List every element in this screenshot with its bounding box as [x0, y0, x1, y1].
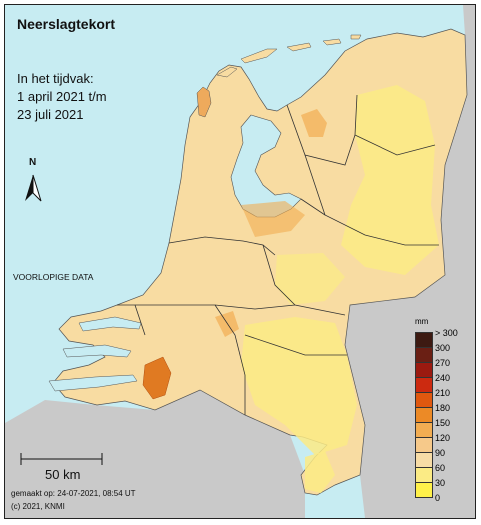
period-end: 23 juli 2021: [17, 107, 84, 122]
scale-bar: [20, 453, 103, 465]
legend-tick-label: 0: [435, 493, 441, 503]
belgium-land: [5, 390, 305, 518]
preliminary-note: VOORLOPIGE DATA: [13, 272, 94, 282]
deficit-zone-gelderland: [241, 201, 305, 237]
legend-swatch: [415, 347, 433, 363]
deficit-hotspot-west-brabant: [142, 356, 172, 400]
schiermonnikoog: [322, 38, 342, 46]
map-frame: Neerslagtekort In het tijdvak: 1 april 2…: [4, 4, 476, 519]
legend-swatch: [415, 422, 433, 438]
legend: > 300 300 270 240 210 180 150 120 90 60 30 0: [411, 328, 473, 514]
westerschelde: [48, 374, 138, 392]
north-arrow-icon: [25, 174, 42, 202]
legend-swatch: [415, 467, 433, 483]
legend-tick-label: 210: [435, 388, 451, 398]
netherlands-map: [5, 5, 475, 518]
deficit-zone-friesland: [301, 109, 327, 137]
legend-swatch: [415, 407, 433, 423]
legend-unit: mm: [415, 317, 429, 326]
dry-zone-limburg: [305, 451, 335, 493]
legend-swatch: [415, 392, 433, 408]
dry-zone-south: [241, 317, 357, 455]
legend-tick-label: 30: [435, 478, 446, 488]
texel: [196, 86, 212, 118]
vlieland: [216, 66, 238, 78]
dry-zone-central: [275, 253, 345, 305]
legend-tick-label: 150: [435, 418, 451, 428]
legend-tick-label: > 300: [435, 328, 458, 338]
ameland: [286, 42, 312, 52]
copyright: (c) 2021, KNMI: [11, 502, 65, 511]
rottumeroog: [350, 34, 362, 40]
oosterschelde: [62, 344, 132, 358]
legend-swatch: [415, 362, 433, 378]
deficit-zone-brabant: [215, 311, 239, 337]
legend-swatch: [415, 482, 433, 498]
province-borders: [117, 94, 439, 415]
haringvliet: [78, 316, 142, 332]
germany-land: [345, 5, 475, 518]
map-title: Neerslagtekort: [17, 16, 116, 32]
legend-tick-label: 240: [435, 373, 451, 383]
legend-tick-label: 120: [435, 433, 451, 443]
legend-tick-label: 180: [435, 403, 451, 413]
legend-swatch: [415, 377, 433, 393]
legend-tick-label: 270: [435, 358, 451, 368]
legend-tick-label: 60: [435, 463, 446, 473]
dry-zone-east: [341, 85, 439, 275]
legend-swatch: [415, 332, 433, 348]
period-start: 1 april 2021 t/m: [17, 89, 107, 104]
made-on-timestamp: gemaakt op: 24-07-2021, 08:54 UT: [11, 489, 136, 498]
north-label: N: [29, 157, 37, 168]
period-label: In het tijdvak:: [17, 71, 94, 86]
legend-swatch: [415, 452, 433, 468]
legend-tick-label: 90: [435, 448, 446, 458]
terschelling: [240, 48, 278, 64]
scale-bar-label: 50 km: [45, 467, 81, 482]
legend-tick-label: 300: [435, 343, 451, 353]
legend-swatch: [415, 437, 433, 453]
ijsselmeer: [230, 114, 302, 218]
